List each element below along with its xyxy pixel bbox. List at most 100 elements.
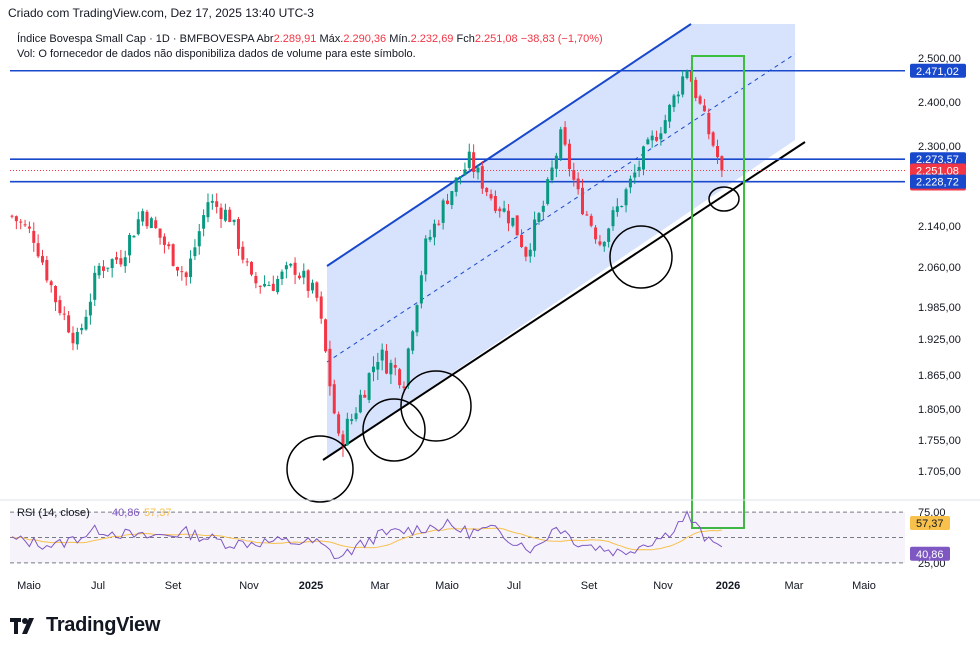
time-tick: Nov	[653, 580, 673, 592]
candle	[263, 275, 267, 288]
time-tick: Nov	[239, 580, 259, 592]
candle	[628, 175, 632, 194]
candle	[206, 193, 210, 223]
candle	[546, 177, 550, 206]
candle	[637, 160, 641, 177]
candle	[219, 203, 223, 228]
candle	[306, 269, 310, 298]
candle	[437, 219, 441, 226]
candle	[511, 217, 515, 228]
candle	[332, 379, 336, 415]
price-axis[interactable]: 2.500,00 2.400,00 2.300,00 2.140,00 2.060,00…	[918, 53, 961, 478]
time-tick: Maio	[435, 580, 459, 592]
candle	[123, 250, 127, 273]
svg-text:57,37: 57,37	[916, 518, 944, 530]
svg-text:2.228,72: 2.228,72	[916, 177, 959, 189]
candle	[676, 91, 680, 104]
candle	[454, 177, 458, 197]
price-tag-last: 2.251,08	[910, 163, 966, 178]
candle	[506, 204, 510, 232]
candle	[467, 143, 471, 170]
candle	[136, 211, 140, 236]
candle	[668, 103, 672, 129]
channel-mid-line	[326, 53, 796, 363]
candle	[428, 229, 432, 243]
candle	[337, 411, 341, 437]
price-tag-line: 2.228,72	[910, 174, 966, 189]
time-tick: Set	[165, 580, 182, 592]
candle	[141, 208, 145, 226]
candle	[498, 206, 502, 218]
candle	[128, 232, 132, 264]
candle	[315, 281, 319, 302]
time-axis[interactable]: Maio Jul Set Nov 2025 Mar Maio Jul Set Nov 2026 Mar…	[17, 580, 876, 592]
touch-circle-2	[362, 398, 426, 462]
candle	[716, 139, 720, 165]
tradingview-brand[interactable]: TradingView	[10, 614, 160, 637]
candle	[236, 216, 240, 256]
candle	[424, 235, 428, 282]
candle	[711, 131, 715, 148]
candle	[241, 241, 245, 264]
candle	[145, 209, 149, 229]
candle	[581, 178, 585, 216]
time-tick: Mar	[785, 580, 804, 592]
candle	[702, 98, 706, 112]
candle	[485, 187, 489, 197]
candle	[297, 272, 301, 280]
rsi-tick: 25,00	[918, 558, 946, 570]
candle	[19, 219, 23, 230]
candle	[67, 311, 71, 334]
candle	[358, 389, 362, 414]
svg-text:2.471,02: 2.471,02	[916, 66, 959, 78]
candle	[650, 130, 654, 148]
candle	[567, 139, 571, 177]
svg-text:40,86: 40,86	[916, 549, 944, 561]
candle	[132, 235, 136, 238]
close-value: 2.251,08	[474, 33, 518, 45]
time-tick: Jul	[507, 580, 521, 592]
candle	[10, 214, 14, 219]
low-label: Mín.	[389, 33, 411, 45]
candle	[598, 235, 602, 247]
candle	[563, 121, 567, 147]
rsi-line	[11, 510, 723, 560]
rsi-ma-value: 57,37	[144, 507, 172, 519]
candle	[541, 200, 545, 219]
rsi-ma-line	[11, 527, 722, 551]
candle	[175, 266, 179, 277]
candle	[228, 206, 232, 223]
svg-text:2.273,57: 2.273,57	[916, 154, 959, 166]
candle	[550, 160, 554, 184]
touch-circle-1	[286, 435, 354, 503]
candle	[489, 189, 493, 201]
candle	[406, 347, 410, 389]
candle	[450, 191, 454, 210]
candle	[611, 206, 615, 231]
candle	[520, 229, 524, 249]
candle	[180, 266, 184, 281]
price-chart[interactable]: 2.500,00 2.400,00 2.300,00 2.140,00 2.060,00…	[0, 0, 980, 600]
candle	[371, 356, 375, 382]
candle	[655, 130, 659, 142]
price-tick: 2.300,00	[918, 141, 961, 153]
candle	[324, 318, 328, 353]
candle	[341, 430, 345, 457]
candle	[624, 187, 628, 213]
candle	[389, 359, 393, 385]
candle	[363, 390, 367, 398]
candle	[71, 326, 75, 351]
open-label: Abr	[256, 33, 274, 45]
chart-legend: Índice Bovespa Small Cap · 1D · BMFBOVES…	[17, 32, 603, 62]
candle	[280, 269, 284, 286]
candle	[345, 412, 349, 446]
candle	[40, 249, 44, 266]
candle	[572, 162, 576, 187]
candle	[589, 213, 593, 228]
price-tick: 1.865,00	[918, 370, 961, 382]
candle	[585, 211, 589, 216]
candle	[380, 343, 384, 371]
price-tick: 1.805,00	[918, 404, 961, 416]
candle	[27, 221, 31, 234]
